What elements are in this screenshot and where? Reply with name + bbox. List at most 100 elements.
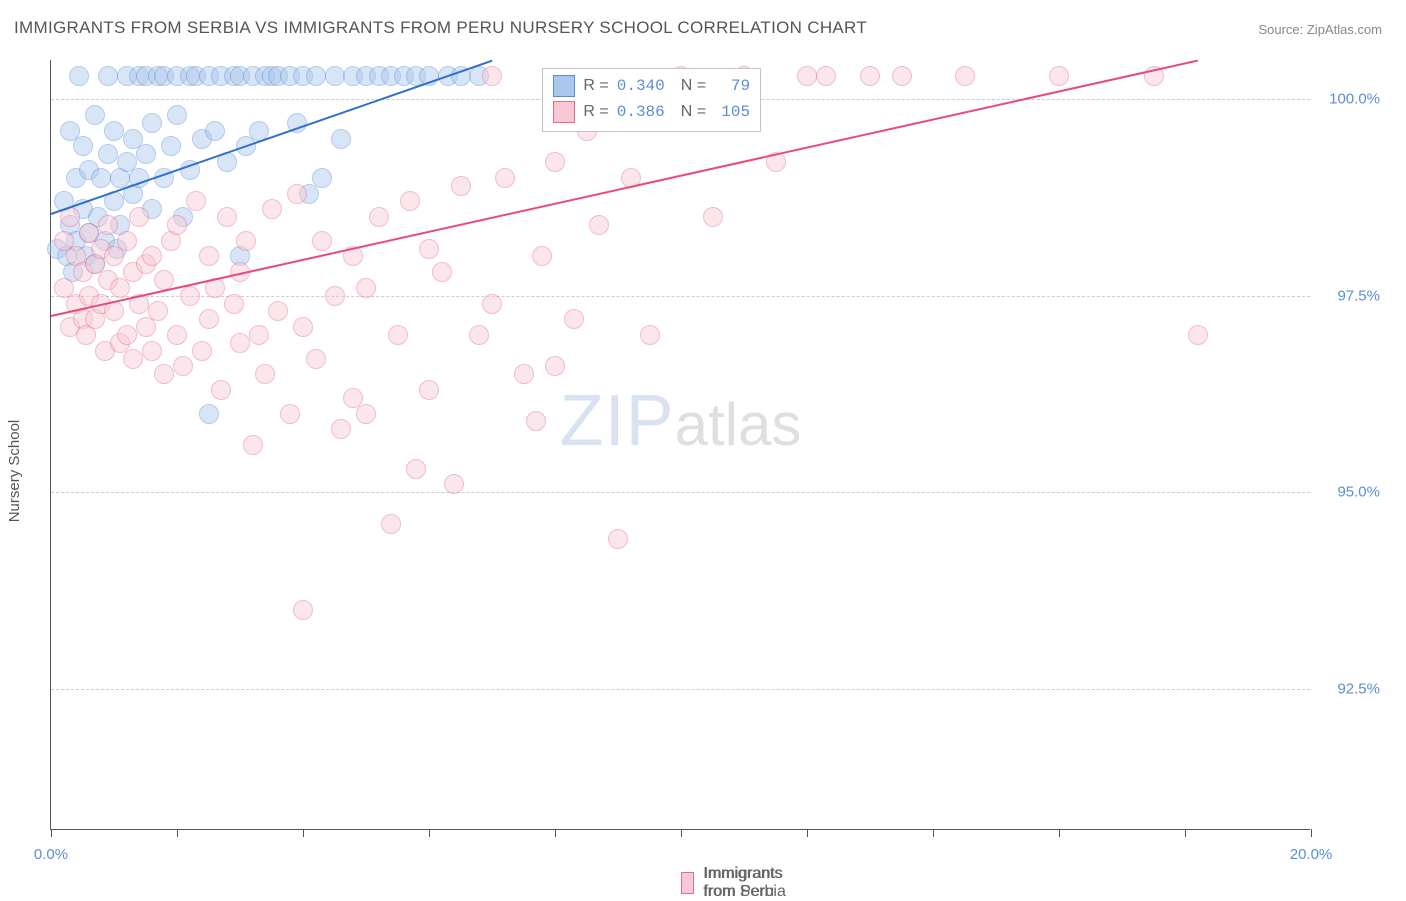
data-point-peru [325, 286, 345, 306]
data-point-peru [451, 176, 471, 196]
data-point-peru [331, 419, 351, 439]
data-point-peru [230, 333, 250, 353]
legend-n-value: 79 [714, 77, 750, 95]
data-point-peru [192, 341, 212, 361]
x-tick [807, 829, 808, 837]
watermark: ZIPatlas [560, 380, 802, 462]
data-point-peru [640, 325, 660, 345]
legend-r-value: 0.340 [617, 77, 665, 95]
data-point-peru [495, 168, 515, 188]
x-tick-label: 0.0% [34, 846, 68, 863]
x-tick [555, 829, 556, 837]
data-point-peru [797, 66, 817, 86]
data-point-serbia [199, 404, 219, 424]
x-tick [681, 829, 682, 837]
data-point-peru [306, 349, 326, 369]
data-point-peru [312, 231, 332, 251]
legend-swatch-peru [553, 101, 575, 123]
watermark-atlas: atlas [675, 391, 802, 458]
data-point-peru [255, 364, 275, 384]
data-point-peru [955, 66, 975, 86]
data-point-peru [123, 349, 143, 369]
data-point-serbia [306, 66, 326, 86]
data-point-serbia [161, 136, 181, 156]
data-point-peru [117, 325, 137, 345]
data-point-peru [388, 325, 408, 345]
data-point-peru [545, 152, 565, 172]
data-point-peru [262, 199, 282, 219]
watermark-zip: ZIP [560, 381, 675, 461]
y-tick-label: 100.0% [1329, 91, 1380, 108]
data-point-peru [482, 294, 502, 314]
x-tick [1059, 829, 1060, 837]
legend-r-label: R = [583, 103, 608, 121]
data-point-peru [432, 262, 452, 282]
data-point-serbia [325, 66, 345, 86]
x-tick [933, 829, 934, 837]
data-point-peru [589, 215, 609, 235]
x-tick [303, 829, 304, 837]
data-point-peru [564, 309, 584, 329]
data-point-serbia [142, 113, 162, 133]
x-tick [177, 829, 178, 837]
data-point-peru [249, 325, 269, 345]
data-point-peru [199, 309, 219, 329]
data-point-peru [419, 380, 439, 400]
data-point-peru [356, 278, 376, 298]
data-point-peru [381, 514, 401, 534]
data-point-serbia [331, 129, 351, 149]
x-tick [51, 829, 52, 837]
legend-n-label: N = [681, 103, 706, 121]
data-point-peru [167, 325, 187, 345]
data-point-peru [406, 459, 426, 479]
data-point-peru [180, 286, 200, 306]
data-point-serbia [136, 144, 156, 164]
data-point-peru [224, 294, 244, 314]
y-axis-label: Nursery School [6, 420, 23, 523]
data-point-peru [236, 231, 256, 251]
data-point-serbia [98, 144, 118, 164]
data-point-peru [186, 191, 206, 211]
legend-n-value: 105 [714, 103, 750, 121]
data-point-peru [293, 600, 313, 620]
data-point-peru [419, 239, 439, 259]
y-tick-label: 95.0% [1337, 484, 1380, 501]
legend-row-serbia: R = 0.340N = 79 [553, 73, 750, 99]
data-point-peru [199, 246, 219, 266]
data-point-peru [892, 66, 912, 86]
legend-r-label: R = [583, 77, 608, 95]
gridline [51, 492, 1310, 493]
data-point-peru [1188, 325, 1208, 345]
chart-title: IMMIGRANTS FROM SERBIA VS IMMIGRANTS FRO… [14, 18, 867, 38]
data-point-peru [545, 356, 565, 376]
data-point-peru [469, 325, 489, 345]
data-point-peru [217, 207, 237, 227]
data-point-serbia [85, 105, 105, 125]
gridline [51, 689, 1310, 690]
data-point-serbia [98, 66, 118, 86]
chart-container: Nursery School ZIPatlas 92.5%95.0%97.5%1… [0, 50, 1406, 892]
data-point-peru [369, 207, 389, 227]
data-point-peru [154, 364, 174, 384]
data-point-serbia [104, 121, 124, 141]
data-point-peru [1049, 66, 1069, 86]
legend-swatch-serbia [553, 75, 575, 97]
data-point-peru [142, 246, 162, 266]
data-point-serbia [91, 168, 111, 188]
data-point-peru [287, 184, 307, 204]
data-point-peru [356, 404, 376, 424]
data-point-peru [268, 301, 288, 321]
x-tick [429, 829, 430, 837]
legend-r-value: 0.386 [617, 103, 665, 121]
data-point-peru [280, 404, 300, 424]
data-point-serbia [69, 66, 89, 86]
correlation-legend: R = 0.340N = 79R = 0.386N = 105 [542, 68, 761, 132]
data-point-peru [173, 356, 193, 376]
data-point-peru [482, 66, 502, 86]
data-point-peru [514, 364, 534, 384]
data-point-peru [142, 341, 162, 361]
data-point-peru [293, 317, 313, 337]
x-tick [1185, 829, 1186, 837]
data-point-peru [526, 411, 546, 431]
data-point-peru [860, 66, 880, 86]
